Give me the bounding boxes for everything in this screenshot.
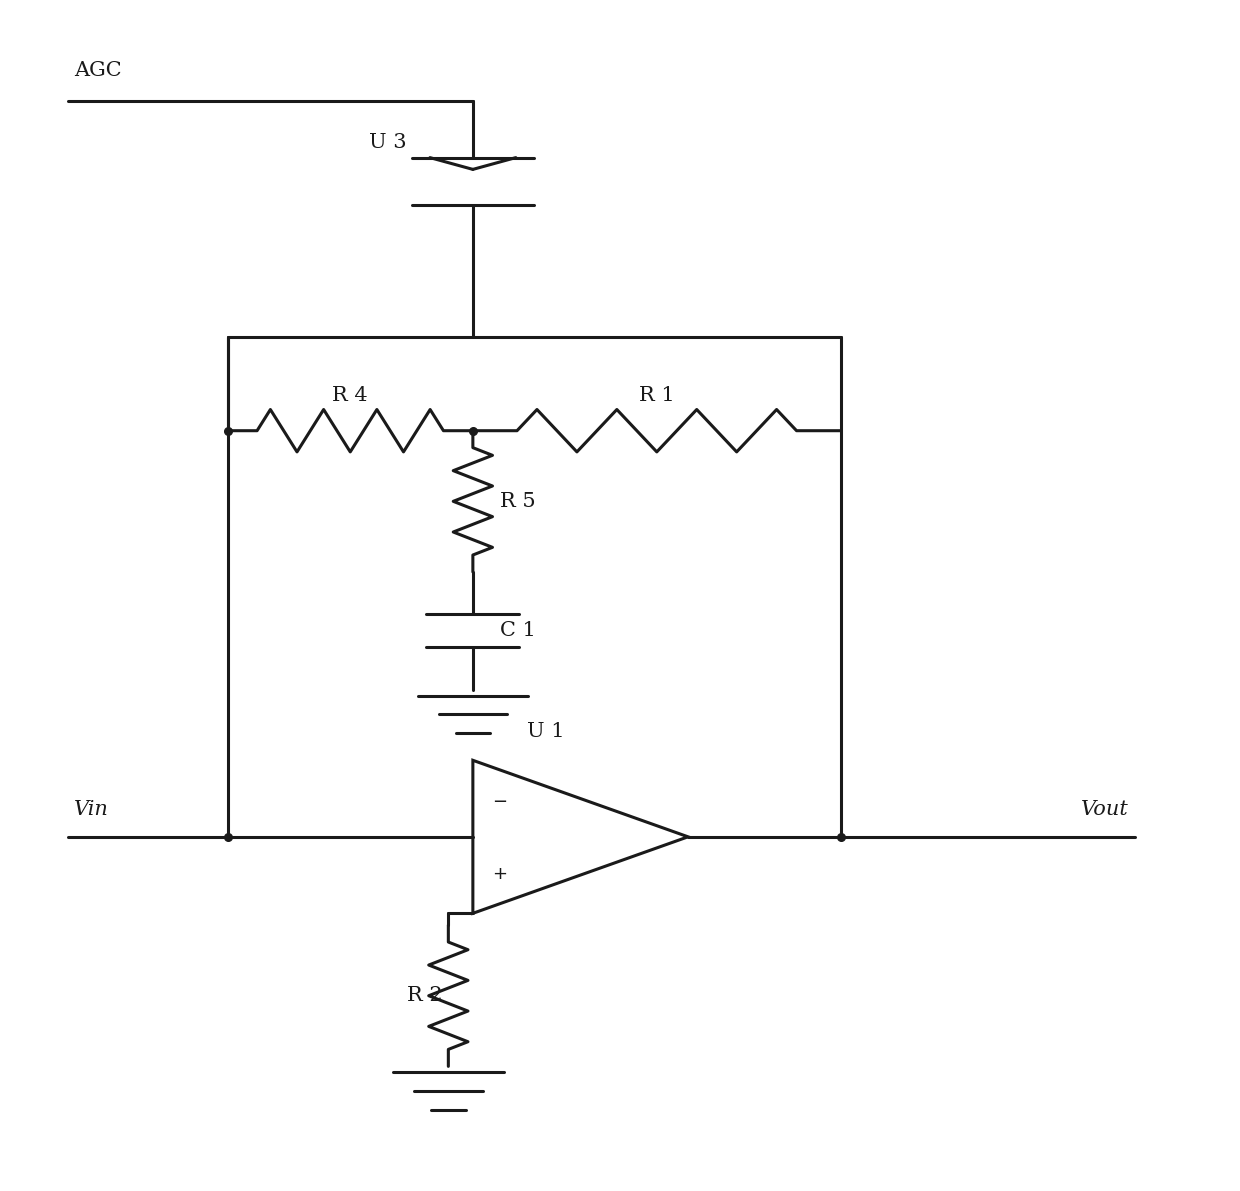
Text: Vout: Vout [1081, 800, 1128, 819]
Text: $-$: $-$ [492, 791, 507, 809]
Text: $+$: $+$ [492, 865, 507, 883]
Text: AGC: AGC [74, 61, 122, 80]
Text: U 3: U 3 [368, 133, 407, 151]
Text: R 2: R 2 [407, 986, 443, 1005]
Text: U 1: U 1 [527, 722, 564, 741]
Text: R 5: R 5 [500, 492, 536, 511]
Text: Vin: Vin [74, 800, 109, 819]
Text: R 4: R 4 [332, 386, 368, 405]
Text: C 1: C 1 [500, 622, 536, 641]
Text: R 1: R 1 [639, 386, 675, 405]
